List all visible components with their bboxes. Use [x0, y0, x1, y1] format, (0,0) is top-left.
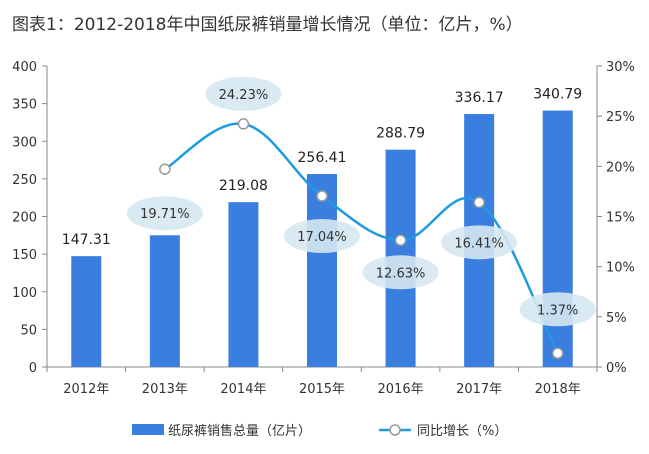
right-tick-label: 25% [606, 110, 635, 125]
growth-point [473, 196, 485, 209]
left-tick-label: 350 [12, 98, 37, 113]
bar-data-label: 219.08 [219, 178, 268, 194]
growth-label-bubble [284, 219, 360, 254]
x-tick-label: 2012年 [63, 382, 109, 397]
growth-point [237, 118, 250, 130]
bar-data-label: 340.79 [533, 87, 582, 103]
left-tick-label: 150 [12, 248, 37, 263]
growth-point [159, 163, 171, 175]
x-tick-label: 2016年 [378, 382, 424, 397]
x-tick-label: 2014年 [220, 382, 266, 397]
bar [228, 202, 259, 367]
left-tick-label: 200 [12, 211, 37, 226]
left-tick-label: 250 [12, 173, 37, 188]
right-tick-label: 5% [606, 311, 627, 326]
legend-bar-label: 纸尿裤销售总量（亿片） [168, 423, 311, 439]
growth-data-label: 16.41% [454, 236, 504, 251]
legend-line-marker [389, 424, 401, 436]
right-tick-label: 20% [606, 160, 635, 175]
growth-point [551, 347, 564, 360]
growth-data-label: 17.04% [297, 230, 347, 245]
growth-data-label: 1.37% [537, 303, 578, 318]
growth-data-label: 19.71% [140, 207, 190, 222]
bar-data-label: 288.79 [376, 126, 425, 142]
x-tick-label: 2013年 [142, 382, 188, 397]
growth-label-bubble [126, 196, 203, 231]
bar-data-label: 336.17 [455, 90, 504, 106]
left-tick-label: 100 [12, 286, 37, 301]
growth-data-label: 24.23% [219, 88, 269, 103]
bar-data-label: 256.41 [298, 150, 347, 166]
bar [149, 235, 180, 367]
growth-label-bubble [441, 225, 518, 260]
growth-point [394, 234, 407, 247]
bar [71, 256, 102, 367]
legend-bar-swatch [132, 424, 164, 435]
x-tick-label: 2017年 [456, 382, 502, 397]
left-tick-label: 50 [20, 323, 37, 338]
bar-data-label: 147.31 [62, 232, 111, 248]
legend-line-label: 同比增长（%） [417, 424, 507, 439]
x-tick-label: 2015年 [299, 382, 345, 397]
right-tick-label: 10% [606, 261, 635, 276]
growth-point [316, 190, 328, 202]
growth-data-label: 12.63% [376, 266, 426, 281]
chart-title: 图表1：2012-2018年中国纸尿裤销量增长情况（单位：亿片，%） [12, 15, 523, 35]
x-tick-label: 2018年 [535, 382, 581, 397]
left-tick-label: 300 [12, 135, 37, 150]
right-tick-label: 30% [606, 60, 635, 75]
growth-label-bubble [362, 255, 439, 290]
left-tick-label: 0 [29, 361, 37, 376]
right-tick-label: 15% [606, 211, 635, 226]
growth-label-bubble [205, 76, 282, 111]
bar [307, 174, 337, 367]
left-tick-label: 400 [12, 60, 37, 75]
growth-label-bubble [519, 292, 596, 327]
right-tick-label: 0% [606, 361, 627, 376]
